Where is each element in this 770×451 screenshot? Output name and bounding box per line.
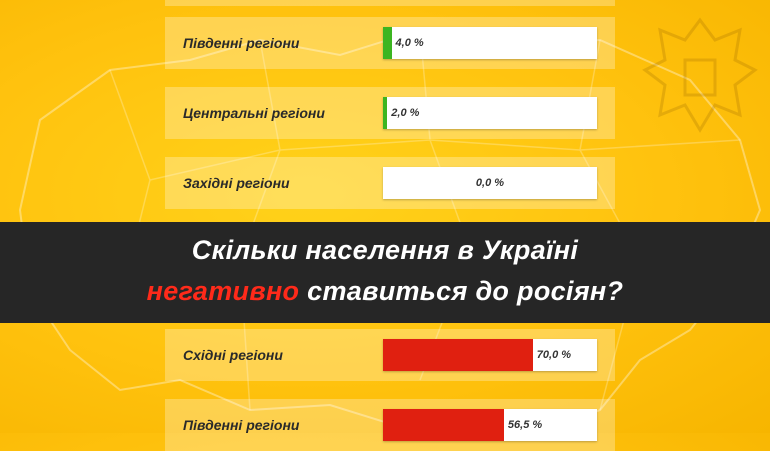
bar-track: 0,0 %	[383, 167, 597, 199]
headline-line-2: негативно ставиться до росіян?	[0, 276, 770, 307]
category-label: Західні регіони	[183, 175, 290, 191]
bar	[383, 27, 392, 59]
bar-track: 56,5 %	[383, 409, 597, 441]
chart-row: Південні регіони 4,0 %	[165, 17, 615, 69]
data-label: 56,5 %	[507, 419, 543, 431]
data-label: 0,0 %	[475, 177, 505, 189]
category-label: Південні регіони	[183, 417, 300, 433]
category-label: Центральні регіони	[183, 105, 325, 121]
bar	[383, 97, 388, 129]
headline-line-1: Скільки населення в Україні	[191, 235, 579, 265]
category-label: Південні регіони	[183, 35, 300, 51]
chart-row: Центральні регіони 2,0 %	[165, 87, 615, 139]
chart-row: Східні регіони 70,0 %	[165, 329, 615, 381]
bar	[383, 409, 504, 441]
headline-highlight: негативно	[146, 276, 300, 306]
headline-banner: Скільки населення в Україні негативно ст…	[0, 222, 770, 323]
data-label: 70,0 %	[536, 349, 572, 361]
chart-row: Західні регіони 0,0 %	[165, 157, 615, 209]
data-label: 4,0 %	[395, 37, 424, 49]
bar-track: 4,0 %	[383, 27, 597, 59]
chart-row: Південні регіони 56,5 %	[165, 399, 615, 451]
bar	[383, 339, 533, 371]
category-label: Східні регіони	[183, 347, 283, 363]
bar-track: 70,0 %	[383, 339, 597, 371]
coat-of-arms-watermark	[642, 17, 758, 133]
previous-row-edge	[165, 0, 615, 6]
headline-line-2-rest: ставиться до росіян?	[299, 276, 624, 306]
bar-track: 2,0 %	[383, 97, 597, 129]
data-label: 2,0 %	[391, 107, 420, 119]
